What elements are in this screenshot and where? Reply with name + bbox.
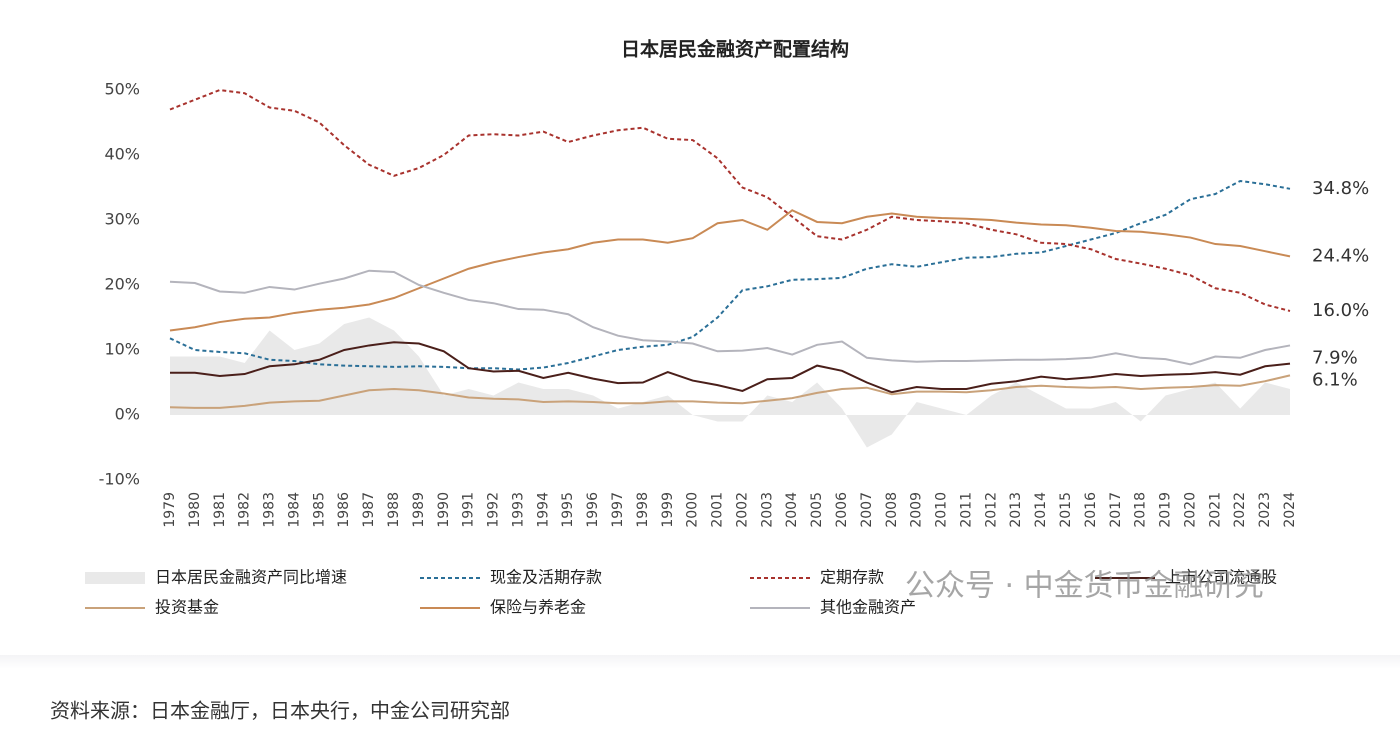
area [170, 317, 1290, 448]
value-label: 6.1% [1312, 370, 1358, 391]
y-tick-label: 40% [104, 145, 140, 164]
y-tick-label: 10% [104, 340, 140, 359]
x-tick-label: 2015 [1058, 492, 1074, 528]
line [169, 179, 1291, 371]
legend-label: 其他金融资产 [820, 598, 916, 617]
x-tick-label: 2017 [1108, 492, 1124, 528]
x-tick-label: 1984 [286, 492, 302, 528]
x-tick-label: 1990 [436, 492, 452, 528]
x-tick-label: 2004 [784, 492, 800, 528]
x-tick-label: 1996 [585, 492, 601, 528]
x-tick-label: 2006 [834, 492, 850, 528]
legend-label: 现金及活期存款 [490, 568, 602, 587]
chart-title: 日本居民金融资产配置结构 [621, 38, 849, 61]
x-tick-label: 1989 [411, 492, 427, 528]
x-tick-label: 2020 [1182, 492, 1198, 528]
x-tick-label: 1992 [486, 492, 502, 528]
x-tick-label: 2023 [1257, 492, 1273, 528]
x-tick-label: 2024 [1282, 492, 1298, 528]
x-tick-label: 2000 [685, 492, 701, 528]
x-tick-label: 1988 [386, 492, 402, 528]
x-tick-label: 1999 [660, 492, 676, 528]
x-tick-label: 1987 [361, 492, 377, 528]
x-tick-label: 1986 [336, 492, 352, 528]
x-tick-label: 2021 [1207, 492, 1223, 528]
x-tick-label: 2008 [884, 492, 900, 528]
x-tick-label: 2010 [934, 492, 950, 528]
legend-label: 投资基金 [155, 598, 219, 617]
x-tick-label: 1991 [461, 492, 477, 528]
x-tick-label: 2009 [909, 492, 925, 528]
line [170, 341, 1291, 394]
x-tick-label: 2003 [759, 492, 775, 528]
source: 资料来源：日本金融厅，日本央行，中金公司研究部 [50, 699, 510, 723]
x-tick-label: 1994 [535, 492, 551, 528]
x-tick-label: 2019 [1158, 492, 1174, 528]
legend-label: 日本居民金融资产同比增速 [155, 568, 347, 587]
y-tick-label: 50% [104, 80, 140, 99]
x-tick-label: 2018 [1133, 492, 1149, 528]
x-tick-label: 2007 [859, 492, 875, 528]
x-tick-label: 1983 [262, 492, 278, 528]
x-tick-label: 1995 [560, 492, 576, 528]
y-tick-label: 0% [115, 405, 140, 424]
x-tick-label: 1985 [311, 492, 327, 528]
legend-label: 保险与养老金 [490, 598, 586, 617]
value-label: 34.8% [1312, 178, 1369, 199]
x-tick-label: 1980 [187, 492, 203, 528]
x-tick-label: 2002 [734, 492, 750, 528]
y-tick-label: 20% [104, 275, 140, 294]
line [169, 88, 1291, 312]
x-tick-label: 1993 [510, 492, 526, 528]
value-label: 16.0% [1312, 300, 1369, 321]
x-tick-label: 1997 [610, 492, 626, 528]
legend-label: 定期存款 [820, 568, 884, 587]
x-tick-label: 1979 [162, 492, 178, 528]
x-tick-label: 2014 [1033, 492, 1049, 528]
line [169, 269, 1291, 366]
x-tick-label: 2011 [958, 492, 974, 528]
x-tick-label: 2005 [809, 492, 825, 528]
x-tick-label: 2001 [710, 492, 726, 528]
x-tick-label: 1998 [635, 492, 651, 528]
separator [0, 655, 1400, 669]
y-tick-label: 30% [104, 210, 140, 229]
x-tick-label: 2012 [983, 492, 999, 528]
legend-label: 上市公司流通股 [1165, 568, 1277, 587]
legend-swatch [85, 572, 145, 584]
x-tick-label: 1982 [237, 492, 253, 528]
value-label: 7.9% [1312, 348, 1358, 369]
line [169, 209, 1291, 332]
watermark: 公众号 · 中金货币金融研究 [905, 569, 1264, 604]
value-label: 24.4% [1312, 245, 1369, 266]
y-tick-label: -10% [99, 470, 140, 489]
line [169, 374, 1291, 409]
x-tick-label: 2016 [1083, 492, 1099, 528]
x-tick-label: 2013 [1008, 492, 1024, 528]
x-tick-label: 1981 [212, 492, 228, 528]
x-tick-label: 2022 [1232, 492, 1248, 528]
